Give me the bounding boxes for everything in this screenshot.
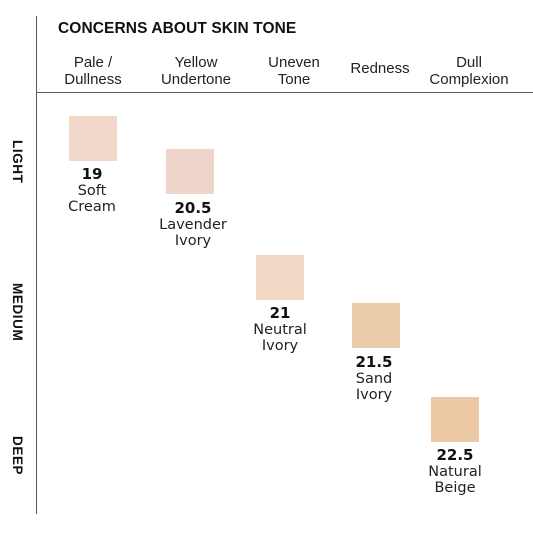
vertical-divider bbox=[36, 16, 37, 514]
shade-caption-21: 21 Neutral Ivory bbox=[225, 305, 335, 355]
column-header-pale-dullness: Pale / Dullness bbox=[64, 54, 122, 88]
shade-name: Lavender Ivory bbox=[159, 216, 227, 250]
column-header-uneven-tone: Uneven Tone bbox=[268, 54, 320, 88]
shade-number: 21 bbox=[269, 304, 291, 322]
shade-swatch-20-5 bbox=[166, 149, 214, 194]
column-header-dull-complexion: Dull Complexion bbox=[429, 54, 509, 88]
shade-number: 20.5 bbox=[174, 199, 212, 217]
column-header-yellow-undertone: Yellow Undertone bbox=[160, 54, 232, 88]
shade-caption-21-5: 21.5 Sand Ivory bbox=[319, 354, 429, 404]
shade-swatch-22-5 bbox=[431, 397, 479, 442]
shade-caption-22-5: 22.5 Natural Beige bbox=[400, 447, 510, 497]
shade-name: Soft Cream bbox=[68, 182, 116, 216]
shade-name: Neutral Ivory bbox=[253, 321, 307, 355]
shade-number: 19 bbox=[81, 165, 103, 183]
chart-title: CONCERNS ABOUT SKIN TONE bbox=[58, 20, 297, 37]
shade-caption-19: 19 Soft Cream bbox=[37, 166, 147, 216]
row-label-deep: DEEP bbox=[10, 436, 25, 476]
shade-number: 22.5 bbox=[436, 446, 474, 464]
shade-swatch-21 bbox=[256, 255, 304, 300]
shade-swatch-21-5 bbox=[352, 303, 400, 348]
row-label-medium: MEDIUM bbox=[10, 283, 25, 342]
shade-swatch-19 bbox=[69, 116, 117, 161]
row-label-light: LIGHT bbox=[10, 140, 25, 184]
shade-number: 21.5 bbox=[355, 353, 393, 371]
shade-caption-20-5: 20.5 Lavender Ivory bbox=[138, 200, 248, 250]
shade-name: Sand Ivory bbox=[355, 370, 393, 404]
horizontal-divider bbox=[36, 92, 533, 93]
column-header-redness: Redness bbox=[350, 60, 410, 77]
shade-name: Natural Beige bbox=[428, 463, 482, 497]
